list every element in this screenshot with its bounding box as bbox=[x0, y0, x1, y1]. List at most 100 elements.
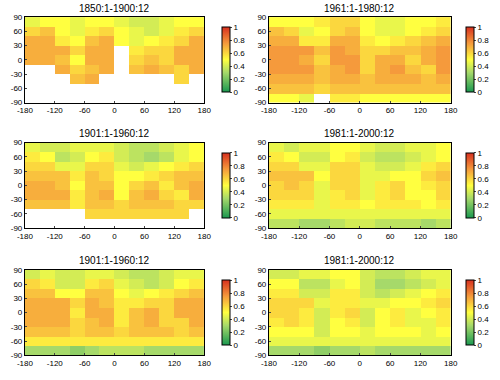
svg-text:60: 60 bbox=[13, 280, 22, 289]
svg-text:0.6: 0.6 bbox=[478, 49, 490, 58]
svg-text:0: 0 bbox=[478, 88, 483, 97]
svg-text:120: 120 bbox=[414, 359, 428, 368]
svg-text:60: 60 bbox=[140, 359, 149, 368]
svg-text:-30: -30 bbox=[255, 195, 267, 204]
svg-text:0.2: 0.2 bbox=[234, 328, 246, 337]
svg-text:1901:1-1960:12: 1901:1-1960:12 bbox=[79, 128, 150, 139]
svg-text:0.8: 0.8 bbox=[234, 289, 246, 298]
svg-text:180: 180 bbox=[444, 106, 458, 115]
svg-text:-120: -120 bbox=[291, 106, 308, 115]
svg-text:-90: -90 bbox=[255, 98, 267, 107]
svg-text:1981:1-2000:12: 1981:1-2000:12 bbox=[324, 128, 395, 139]
svg-text:0: 0 bbox=[234, 88, 239, 97]
svg-text:60: 60 bbox=[386, 232, 395, 241]
svg-text:0: 0 bbox=[358, 232, 363, 241]
svg-text:180: 180 bbox=[444, 232, 458, 241]
svg-text:30: 30 bbox=[257, 41, 266, 50]
svg-text:-30: -30 bbox=[255, 323, 267, 332]
svg-text:1850:1-1900:12: 1850:1-1900:12 bbox=[79, 3, 150, 14]
svg-text:180: 180 bbox=[444, 359, 458, 368]
svg-text:180: 180 bbox=[198, 232, 212, 241]
svg-text:60: 60 bbox=[140, 106, 149, 115]
svg-text:60: 60 bbox=[257, 153, 266, 162]
svg-text:0: 0 bbox=[234, 214, 239, 223]
svg-text:-60: -60 bbox=[255, 337, 267, 346]
svg-text:-60: -60 bbox=[324, 232, 336, 241]
svg-text:90: 90 bbox=[13, 266, 22, 275]
svg-text:0.8: 0.8 bbox=[478, 289, 490, 298]
svg-text:0.6: 0.6 bbox=[478, 302, 490, 311]
svg-text:-90: -90 bbox=[11, 224, 23, 233]
svg-text:180: 180 bbox=[198, 106, 212, 115]
svg-text:-120: -120 bbox=[291, 359, 308, 368]
svg-text:0.8: 0.8 bbox=[234, 162, 246, 171]
svg-text:-60: -60 bbox=[79, 232, 91, 241]
svg-text:-60: -60 bbox=[11, 210, 23, 219]
svg-text:60: 60 bbox=[13, 27, 22, 36]
svg-text:0: 0 bbox=[478, 214, 483, 223]
svg-text:60: 60 bbox=[257, 280, 266, 289]
svg-text:120: 120 bbox=[414, 232, 428, 241]
svg-text:60: 60 bbox=[13, 153, 22, 162]
svg-text:1: 1 bbox=[234, 23, 239, 32]
svg-text:-60: -60 bbox=[11, 84, 23, 93]
svg-text:30: 30 bbox=[257, 167, 266, 176]
svg-text:-120: -120 bbox=[291, 232, 308, 241]
svg-text:0: 0 bbox=[18, 181, 23, 190]
svg-text:30: 30 bbox=[13, 41, 22, 50]
svg-text:1961:1-1980:12: 1961:1-1980:12 bbox=[324, 3, 395, 14]
svg-text:1: 1 bbox=[478, 23, 483, 32]
svg-text:90: 90 bbox=[13, 138, 22, 147]
svg-text:-60: -60 bbox=[324, 359, 336, 368]
svg-text:30: 30 bbox=[13, 167, 22, 176]
svg-text:-30: -30 bbox=[255, 70, 267, 79]
svg-text:90: 90 bbox=[13, 13, 22, 22]
svg-text:60: 60 bbox=[257, 27, 266, 36]
svg-text:90: 90 bbox=[257, 266, 266, 275]
svg-text:0: 0 bbox=[358, 106, 363, 115]
svg-text:120: 120 bbox=[168, 106, 182, 115]
svg-text:0.2: 0.2 bbox=[478, 201, 490, 210]
svg-text:-30: -30 bbox=[11, 323, 23, 332]
svg-text:0.2: 0.2 bbox=[478, 75, 490, 84]
svg-text:0.8: 0.8 bbox=[234, 36, 246, 45]
svg-text:-180: -180 bbox=[17, 106, 34, 115]
svg-text:0: 0 bbox=[112, 232, 117, 241]
svg-text:-180: -180 bbox=[17, 232, 34, 241]
svg-text:0.4: 0.4 bbox=[478, 315, 490, 324]
svg-text:1: 1 bbox=[478, 276, 483, 285]
svg-text:0: 0 bbox=[262, 308, 267, 317]
svg-text:0.2: 0.2 bbox=[234, 201, 246, 210]
svg-text:90: 90 bbox=[257, 13, 266, 22]
svg-text:180: 180 bbox=[198, 359, 212, 368]
svg-text:0.2: 0.2 bbox=[234, 75, 246, 84]
svg-text:-90: -90 bbox=[255, 224, 267, 233]
svg-text:120: 120 bbox=[168, 232, 182, 241]
svg-text:-90: -90 bbox=[255, 351, 267, 360]
svg-text:0: 0 bbox=[18, 308, 23, 317]
svg-text:1981:1-2000:12: 1981:1-2000:12 bbox=[324, 255, 395, 266]
svg-text:0.4: 0.4 bbox=[234, 315, 246, 324]
svg-text:0: 0 bbox=[262, 56, 267, 65]
svg-text:0.6: 0.6 bbox=[234, 49, 246, 58]
svg-text:0.4: 0.4 bbox=[478, 62, 490, 71]
svg-text:1: 1 bbox=[234, 149, 239, 158]
svg-text:-30: -30 bbox=[11, 70, 23, 79]
svg-text:1901:1-1960:12: 1901:1-1960:12 bbox=[79, 255, 150, 266]
svg-text:-30: -30 bbox=[11, 195, 23, 204]
svg-text:0.4: 0.4 bbox=[234, 188, 246, 197]
svg-text:1: 1 bbox=[234, 276, 239, 285]
svg-text:-60: -60 bbox=[255, 210, 267, 219]
svg-text:-90: -90 bbox=[11, 98, 23, 107]
svg-text:0.8: 0.8 bbox=[478, 162, 490, 171]
svg-text:-120: -120 bbox=[47, 359, 64, 368]
svg-text:-180: -180 bbox=[261, 106, 278, 115]
svg-text:-90: -90 bbox=[11, 351, 23, 360]
svg-text:-120: -120 bbox=[47, 106, 64, 115]
svg-text:1: 1 bbox=[478, 149, 483, 158]
svg-text:0: 0 bbox=[112, 106, 117, 115]
svg-text:0.6: 0.6 bbox=[478, 175, 490, 184]
svg-text:-60: -60 bbox=[11, 337, 23, 346]
svg-text:0.2: 0.2 bbox=[478, 328, 490, 337]
svg-text:0: 0 bbox=[112, 359, 117, 368]
